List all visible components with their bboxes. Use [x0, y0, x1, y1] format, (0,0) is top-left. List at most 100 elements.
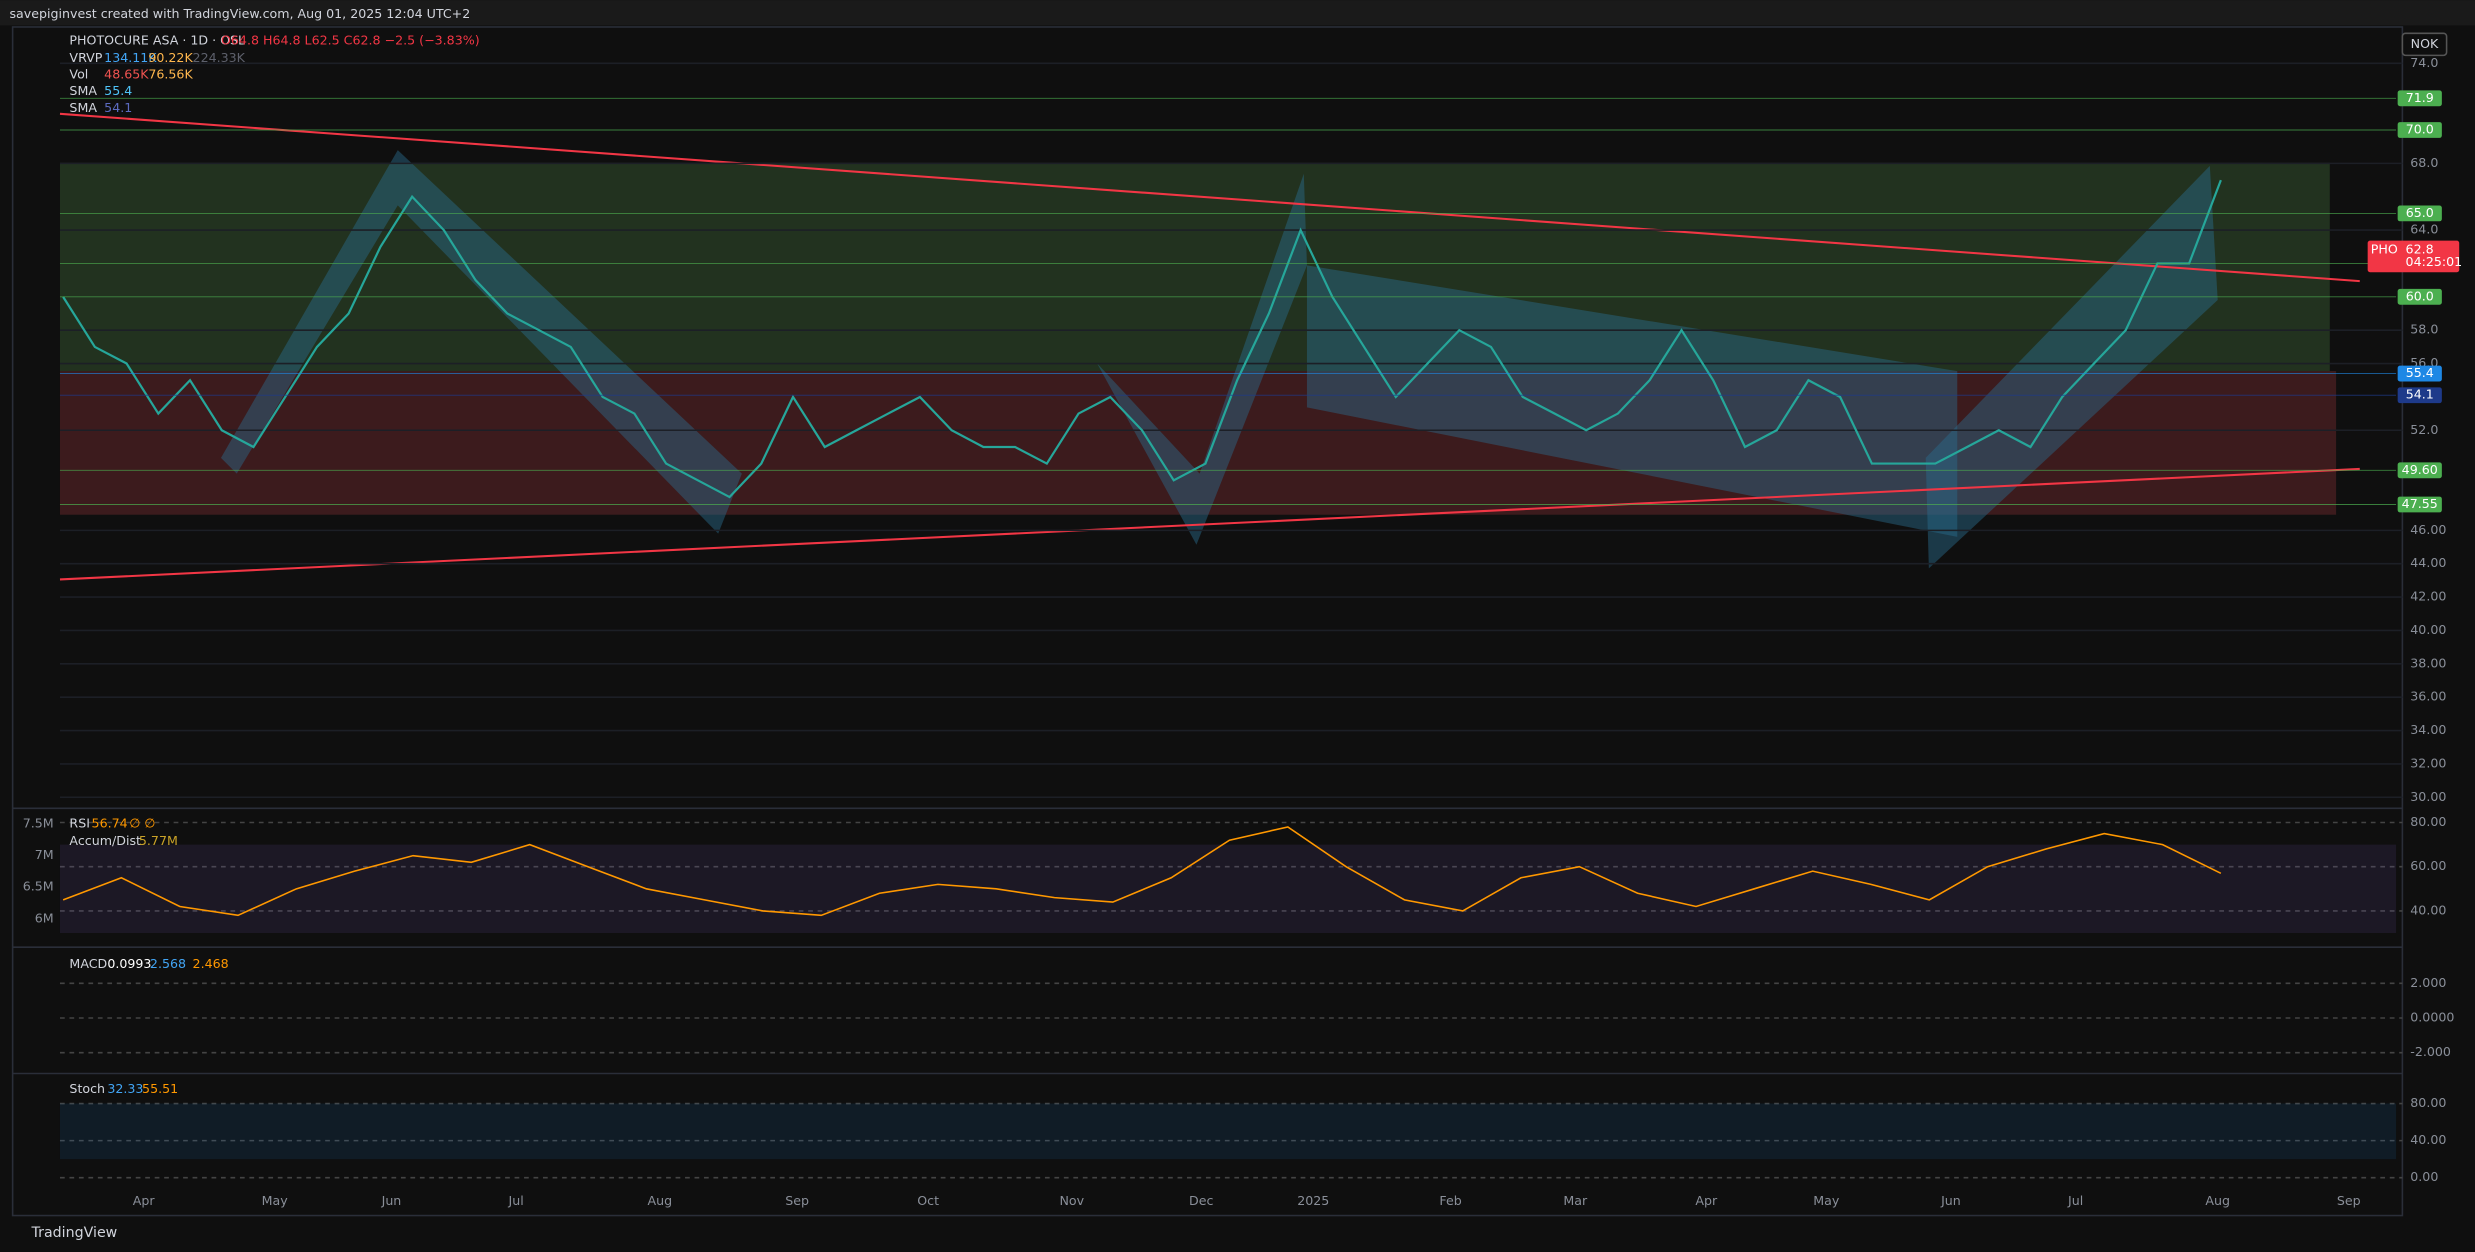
y-tick-label: 2.000: [2410, 975, 2446, 990]
x-tick-label: Jun: [381, 1193, 402, 1208]
x-tick-label: Apr: [1695, 1193, 1718, 1208]
legend-label: SMA: [69, 83, 97, 98]
y-tick-label: 38.00: [2410, 655, 2446, 670]
channel: [1097, 173, 1307, 545]
last-badge: [2367, 240, 2460, 273]
panel-label: Accum/Dist: [69, 833, 141, 848]
level-badge: [2397, 122, 2442, 138]
price-line: [62, 179, 2222, 499]
y-tick-label: 52.0: [2410, 422, 2438, 437]
level-label: 49.60: [2402, 462, 2438, 477]
level-badge: [2397, 496, 2442, 513]
level-badge: [2397, 90, 2442, 107]
header: savepiginvest created with TradingView.c…: [9, 6, 470, 21]
y-tick-label: 7.5M: [23, 816, 54, 831]
last-price: 62.8: [2406, 242, 2434, 257]
zone-green: [59, 162, 2330, 372]
legend-value: 5.77M: [139, 833, 178, 848]
y-tick-label: 36.00: [2410, 689, 2446, 704]
legend-label: SMA: [69, 100, 97, 115]
channel: [1925, 165, 2218, 569]
rsi-line: [62, 826, 2222, 917]
level-badge: [2397, 365, 2442, 382]
y-tick-label: 32.00: [2410, 755, 2446, 770]
legend-label: VRVP: [69, 50, 102, 65]
y-tick-label: 42.00: [2410, 589, 2446, 604]
footer: TradingView: [31, 1225, 118, 1241]
x-tick-label: Aug: [647, 1193, 672, 1208]
ohlc: O64.8 H64.8 L62.5 C62.8 −2.5 (−3.83%): [221, 33, 480, 48]
x-tick-label: Jun: [1940, 1193, 1961, 1208]
last-symbol: PHO: [2371, 242, 2398, 257]
y-tick-label: 74.0: [2410, 55, 2438, 70]
level-label: 65.0: [2406, 205, 2434, 220]
legend-value: 56.74: [92, 816, 128, 831]
grid: [59, 62, 2403, 1179]
panel-label: Stoch: [69, 1081, 105, 1096]
level-label: 70.0: [2406, 122, 2434, 137]
legend-value: 224.33K: [193, 50, 246, 65]
y-tick-label: 34.00: [2410, 722, 2446, 737]
channel: [1306, 265, 1958, 537]
y-tick-label: 44.00: [2410, 555, 2446, 570]
panel-label: RSI: [69, 816, 89, 831]
legend-value: 32.33: [107, 1081, 143, 1096]
legend-value: 2.568: [150, 956, 186, 971]
y-tick-label: 40.00: [2410, 622, 2446, 637]
level-label: 54.1: [2406, 387, 2434, 402]
y-tick-label: 6M: [35, 910, 54, 925]
y-tick-label: 80.00: [2410, 1095, 2446, 1110]
x-tick-label: Sep: [2337, 1193, 2361, 1208]
x-tick-label: Jul: [508, 1193, 524, 1208]
x-tick-label: Aug: [2205, 1193, 2230, 1208]
level-label: 71.9: [2406, 90, 2434, 105]
y-tick-label: 46.00: [2410, 522, 2446, 537]
x-tick-label: 2025: [1297, 1193, 1329, 1208]
channel: [220, 150, 742, 534]
panel-label: MACD: [69, 956, 107, 971]
level-badge: [2397, 288, 2442, 305]
legend-value: 0.0993: [107, 956, 151, 971]
y-tick-label: 7M: [35, 847, 54, 862]
y-tick-label: 80.00: [2410, 814, 2446, 829]
x-tick-label: May: [1813, 1193, 1840, 1208]
level-label: 47.55: [2402, 496, 2438, 511]
y-tick-label: 58.0: [2410, 322, 2438, 337]
x-tick-label: May: [262, 1193, 289, 1208]
legend-value: 55.51: [142, 1081, 178, 1096]
level-badge: [2397, 205, 2442, 222]
y-tick-label: -2.000: [2410, 1044, 2451, 1059]
currency[interactable]: NOK: [2411, 36, 2439, 51]
x-tick-label: Oct: [917, 1193, 939, 1208]
level-label: 60.0: [2406, 288, 2434, 303]
legend-value: 90.22K: [148, 50, 193, 65]
chart-title: PHOTOCURE ASA · 1D · OSL: [69, 33, 245, 48]
y-tick-label: 68.0: [2410, 155, 2438, 170]
trend-line: [59, 467, 2360, 581]
level-badge: [2397, 462, 2442, 479]
legend-value: 55.4: [104, 83, 132, 98]
legend-value: 2.468: [193, 956, 229, 971]
frame: [11, 26, 2404, 1217]
y-tick-label: 0.00: [2410, 1169, 2438, 1184]
stoch-band: [59, 1103, 2397, 1160]
y-tick-label: 30.00: [2410, 789, 2446, 804]
y-tick-label: 64.0: [2410, 222, 2438, 237]
x-tick-label: Nov: [1059, 1193, 1084, 1208]
currency-button[interactable]: [2401, 32, 2448, 57]
x-tick-label: Sep: [785, 1193, 809, 1208]
y-tick-label: 0.0000: [2410, 1009, 2454, 1024]
legend-label: Vol: [69, 67, 88, 82]
legend-value: 48.65K: [104, 67, 149, 82]
legend-value: 54.1: [104, 100, 132, 115]
y-tick-label: 60.00: [2410, 858, 2446, 873]
level-badge: [2397, 387, 2442, 404]
x-tick-label: Mar: [1563, 1193, 1588, 1208]
legend-value: 134.11K: [104, 50, 157, 65]
x-tick-label: Apr: [133, 1193, 156, 1208]
rsi-band: [59, 844, 2397, 934]
x-tick-label: Jul: [2067, 1193, 2083, 1208]
legend-value: 76.56K: [148, 67, 193, 82]
